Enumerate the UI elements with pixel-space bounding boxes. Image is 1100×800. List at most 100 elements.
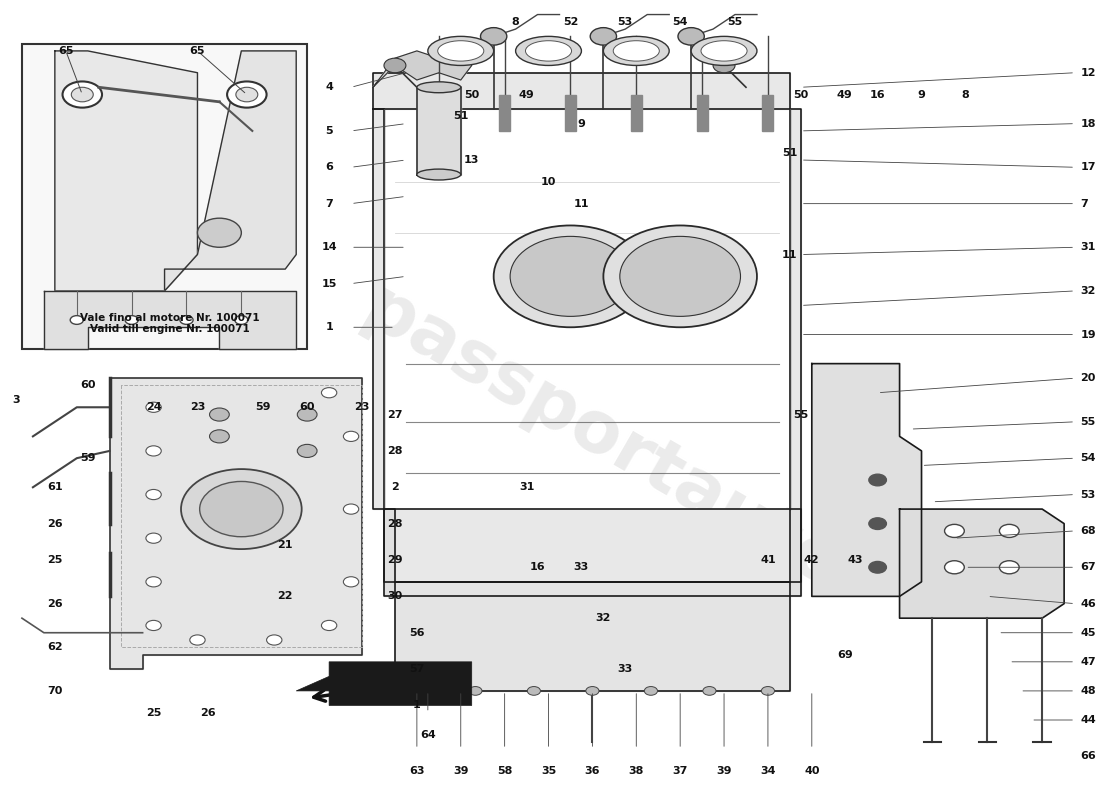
Circle shape xyxy=(869,474,887,486)
Text: 16: 16 xyxy=(870,90,886,99)
Circle shape xyxy=(182,469,301,549)
Text: 2: 2 xyxy=(392,482,399,492)
Circle shape xyxy=(343,577,359,587)
Text: 30: 30 xyxy=(387,591,403,602)
Text: 41: 41 xyxy=(760,555,775,565)
Circle shape xyxy=(209,408,229,421)
Text: 24: 24 xyxy=(146,402,162,412)
Circle shape xyxy=(266,635,282,645)
Text: 65: 65 xyxy=(58,46,74,56)
Text: 19: 19 xyxy=(1080,330,1097,339)
Text: 68: 68 xyxy=(1080,526,1097,536)
Text: 27: 27 xyxy=(387,410,403,419)
Text: 66: 66 xyxy=(1080,751,1097,762)
Circle shape xyxy=(146,490,162,500)
Ellipse shape xyxy=(516,36,582,66)
Polygon shape xyxy=(44,291,296,349)
Circle shape xyxy=(125,316,139,324)
Ellipse shape xyxy=(613,41,659,61)
Text: 25: 25 xyxy=(146,708,162,718)
Circle shape xyxy=(198,218,241,247)
Text: 33: 33 xyxy=(574,562,590,572)
Text: 54: 54 xyxy=(672,17,688,27)
Text: 39: 39 xyxy=(453,766,469,776)
Text: 51: 51 xyxy=(453,111,469,122)
Circle shape xyxy=(321,620,337,630)
Text: 50: 50 xyxy=(793,90,808,99)
Circle shape xyxy=(63,82,102,108)
Text: 28: 28 xyxy=(387,446,403,456)
Circle shape xyxy=(586,686,600,695)
Ellipse shape xyxy=(417,169,461,180)
Text: 31: 31 xyxy=(519,482,535,492)
Text: 23: 23 xyxy=(354,402,370,412)
Text: 60: 60 xyxy=(80,381,96,390)
Text: 42: 42 xyxy=(804,555,820,565)
Text: 49: 49 xyxy=(837,90,852,99)
Text: 44: 44 xyxy=(1080,715,1097,725)
Text: 26: 26 xyxy=(47,518,63,529)
Circle shape xyxy=(343,504,359,514)
Circle shape xyxy=(1000,561,1019,574)
Circle shape xyxy=(297,408,317,421)
Text: 34: 34 xyxy=(760,766,775,776)
Text: 54: 54 xyxy=(1080,453,1096,463)
Text: 45: 45 xyxy=(1080,628,1096,638)
Text: 29: 29 xyxy=(387,555,403,565)
Ellipse shape xyxy=(438,41,484,61)
Polygon shape xyxy=(373,73,790,109)
Ellipse shape xyxy=(691,36,757,66)
Circle shape xyxy=(343,431,359,442)
Text: 62: 62 xyxy=(47,642,63,652)
Circle shape xyxy=(703,686,716,695)
Polygon shape xyxy=(373,51,472,87)
Text: 52: 52 xyxy=(563,17,579,27)
Circle shape xyxy=(146,402,162,412)
Text: 28: 28 xyxy=(387,518,403,529)
Text: 22: 22 xyxy=(277,591,293,602)
Circle shape xyxy=(510,236,630,316)
Text: 70: 70 xyxy=(47,686,63,696)
Text: 8: 8 xyxy=(512,17,519,27)
Text: 14: 14 xyxy=(321,242,337,252)
Circle shape xyxy=(469,686,482,695)
Bar xyxy=(433,94,444,131)
Polygon shape xyxy=(110,378,362,669)
Text: 32: 32 xyxy=(596,613,612,623)
Text: 39: 39 xyxy=(716,766,732,776)
Circle shape xyxy=(527,686,540,695)
Circle shape xyxy=(604,226,757,327)
Circle shape xyxy=(591,28,616,45)
Text: 8: 8 xyxy=(961,90,969,99)
Circle shape xyxy=(72,87,94,102)
Text: 7: 7 xyxy=(326,198,333,209)
Text: 3: 3 xyxy=(12,395,20,405)
Text: 1: 1 xyxy=(412,701,420,710)
Circle shape xyxy=(200,482,283,537)
Circle shape xyxy=(945,561,965,574)
Polygon shape xyxy=(165,51,296,291)
Ellipse shape xyxy=(428,36,494,66)
Text: 10: 10 xyxy=(541,177,557,187)
Text: 35: 35 xyxy=(541,766,557,776)
Text: 40: 40 xyxy=(804,766,820,776)
Polygon shape xyxy=(900,509,1064,618)
Text: 13: 13 xyxy=(464,155,480,165)
Text: 55: 55 xyxy=(1080,417,1096,427)
Text: 50: 50 xyxy=(464,90,480,99)
Text: 59: 59 xyxy=(80,453,96,463)
Text: 65: 65 xyxy=(189,46,206,56)
Circle shape xyxy=(146,533,162,543)
Text: 32: 32 xyxy=(1080,286,1096,296)
Text: 9: 9 xyxy=(578,118,585,129)
Text: 60: 60 xyxy=(299,402,315,412)
Ellipse shape xyxy=(604,36,669,66)
Polygon shape xyxy=(296,662,472,706)
Text: 57: 57 xyxy=(409,664,425,674)
Text: 26: 26 xyxy=(47,598,63,609)
Circle shape xyxy=(384,58,406,73)
Text: 1: 1 xyxy=(326,322,333,332)
Text: 12: 12 xyxy=(1080,68,1096,78)
Circle shape xyxy=(180,316,194,324)
Ellipse shape xyxy=(417,82,461,93)
